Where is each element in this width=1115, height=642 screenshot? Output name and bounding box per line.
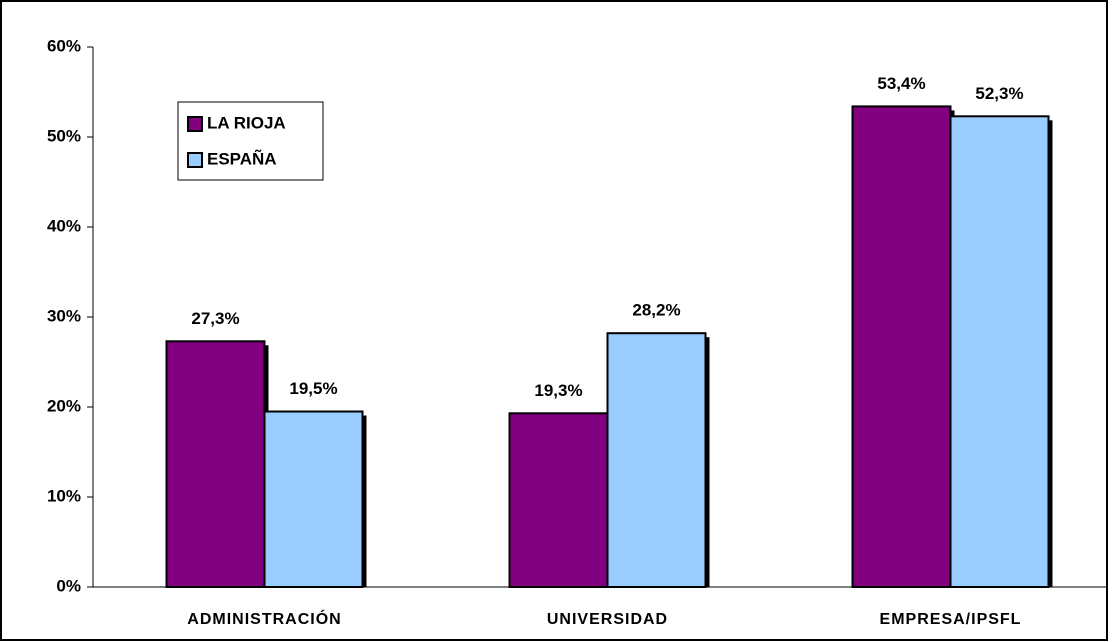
legend-swatch [187,116,203,132]
data-label: 28,2% [632,301,680,320]
x-tick-label: ADMINISTRACIÓN [187,609,341,628]
legend-swatch [187,152,203,168]
bar [165,340,266,588]
data-label: 19,5% [289,379,337,398]
y-tick-label: 60% [47,36,81,55]
data-label: 19,3% [534,381,582,400]
y-tick-label: 40% [47,216,81,235]
legend-label: ESPAÑA [207,148,277,168]
y-tick-label: 20% [47,396,81,415]
x-tick-label: UNIVERSIDAD [547,611,668,628]
bar [606,332,707,589]
y-tick-label: 30% [47,306,81,325]
y-tick-label: 0% [56,576,81,595]
data-label: 27,3% [191,309,239,328]
bar [949,115,1050,589]
legend-label: LA RIOJA [207,113,286,132]
bar [851,105,952,589]
y-tick-label: 10% [47,486,81,505]
y-tick-label: 50% [47,126,81,145]
bar [263,410,364,588]
data-label: 53,4% [877,74,925,93]
x-tick-label: EMPRESA/IPSFL [880,611,1022,628]
bar [508,412,609,588]
data-label: 52,3% [975,84,1023,103]
